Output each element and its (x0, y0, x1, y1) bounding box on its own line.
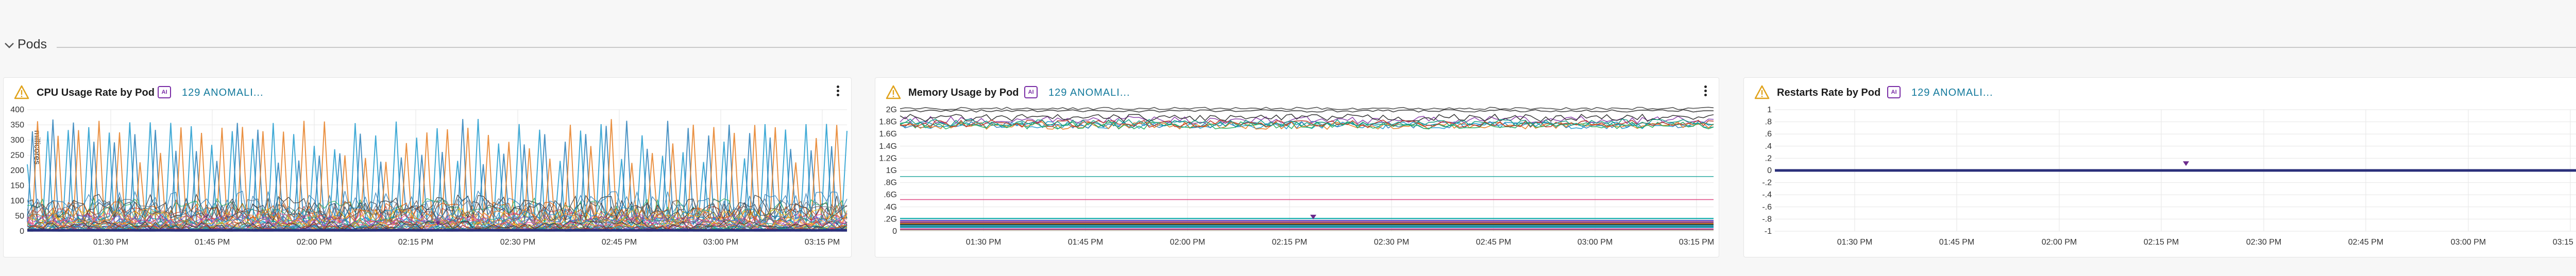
y-tick-label: .2G (884, 215, 897, 223)
panel-header: Restarts Rate by Pod AI 129 ANOMALI... (1744, 78, 2576, 108)
warning-triangle-icon[interactable] (14, 85, 29, 99)
x-tick-label: 02:15 PM (2144, 238, 2179, 247)
x-tick-label: 02:30 PM (500, 238, 535, 247)
x-tick-label: 02:15 PM (398, 238, 433, 247)
y-tick-label: -1 (1765, 227, 1772, 236)
y-tick-label: 0 (20, 227, 24, 236)
series-line (900, 107, 1714, 110)
anomalies-link[interactable]: 129 ANOMALI... (1911, 87, 1993, 98)
y-tick-label: 2G (886, 106, 897, 114)
kebab-menu-icon[interactable] (835, 84, 841, 99)
series-group (27, 118, 848, 232)
series-line (900, 119, 1714, 128)
ai-badge: AI (1024, 86, 1038, 98)
ai-badge: AI (158, 86, 171, 98)
x-tick-label: 03:00 PM (2451, 238, 2486, 247)
cpu-usage-chart[interactable]: 400 350 300 250 200 150 100 50 0 01:30 PM 01:45 PM… (4, 104, 852, 253)
y-tick-label: -.4 (1762, 191, 1772, 199)
x-tick-label: 01:30 PM (1837, 238, 1872, 247)
y-tick-label: .8G (884, 179, 897, 187)
y-tick-label: 100 (10, 197, 24, 205)
x-tick-label: 03:00 PM (703, 238, 738, 247)
y-tick-label: .6G (884, 191, 897, 199)
y-tick-label: .8 (1765, 118, 1772, 127)
x-tick-label: 01:30 PM (966, 238, 1001, 247)
panel-header: Memory Usage by Pod AI 129 ANOMALI... (875, 78, 1719, 108)
x-tick-label: 02:30 PM (2246, 238, 2281, 247)
x-tick-label: 01:45 PM (1068, 238, 1103, 247)
y-tick-label: .6 (1765, 130, 1772, 139)
y-tick-label: 1.4G (879, 142, 897, 151)
panel-title: Memory Usage by Pod (908, 87, 1019, 98)
y-tick-label: 0 (892, 227, 897, 236)
y-tick-label: -.8 (1762, 215, 1772, 223)
warning-triangle-icon[interactable] (886, 85, 901, 99)
x-tick-label: 02:45 PM (602, 238, 637, 247)
x-tick-label: 03:15 PM (1679, 238, 1714, 247)
memory-usage-chart[interactable]: 2G 1.8G 1.6G 1.4G 1.2G 1G .8G .6G .4G .2G 0 01:30 P… (875, 104, 1720, 253)
y-tick-label: 1.6G (879, 130, 897, 139)
series-line (27, 219, 848, 231)
x-tick-label: 02:15 PM (1272, 238, 1307, 247)
y-tick-label: .4 (1765, 142, 1772, 151)
series-group (900, 107, 1714, 231)
y-tick-label: 1G (886, 166, 897, 175)
section-title: Pods (18, 37, 47, 51)
ai-badge: AI (1887, 86, 1901, 98)
warning-triangle-icon[interactable] (1754, 85, 1770, 99)
section-divider (57, 47, 2576, 48)
y-tick-label: 1.8G (879, 118, 897, 127)
panel-header: CPU Usage Rate by Pod AI 129 ANOMALI... (4, 78, 851, 108)
x-tick-label: 03:15 PM (805, 238, 840, 247)
y-tick-label: 1.2G (879, 154, 897, 163)
anomaly-marker (435, 221, 440, 226)
y-tick-label: .2 (1765, 154, 1772, 163)
series-line (900, 118, 1714, 127)
y-tick-label: 350 (10, 121, 24, 130)
panel-title: Restarts Rate by Pod (1777, 87, 1881, 98)
panel-title: CPU Usage Rate by Pod (37, 87, 155, 98)
x-tick-label: 03:00 PM (1578, 238, 1613, 247)
series-line (27, 198, 848, 223)
y-tick-label: -.6 (1762, 203, 1772, 212)
anomalies-link[interactable]: 129 ANOMALI... (1048, 87, 1130, 98)
restarts-rate-chart[interactable]: 1 .8 .6 .4 .2 0 -.2 -.4 -.6 -.8 -1 01:30 PM 01:45 PM… (1744, 104, 2576, 253)
restarts-rate-panel: Restarts Rate by Pod AI 129 ANOMALI... 1… (1743, 77, 2576, 257)
x-tick-label: 02:00 PM (2042, 238, 2077, 247)
x-tick-label: 02:30 PM (1374, 238, 1409, 247)
y-tick-label: 50 (15, 212, 24, 221)
series-line (900, 113, 1714, 122)
y-tick-label: 1 (1767, 106, 1772, 114)
y-tick-label: 0 (1767, 166, 1772, 175)
series-line (900, 109, 1714, 113)
kebab-menu-icon[interactable] (1702, 84, 1708, 99)
x-tick-label: 02:45 PM (1476, 238, 1511, 247)
y-tick-label: 400 (10, 106, 24, 114)
x-tick-label: 01:45 PM (195, 238, 230, 247)
x-tick-label: 01:30 PM (93, 238, 128, 247)
y-tick-label: 200 (10, 166, 24, 175)
y-tick-label: 300 (10, 136, 24, 145)
x-tick-label: 03:15 PM (2553, 238, 2576, 247)
y-tick-label: 150 (10, 182, 24, 191)
anomaly-marker (2183, 161, 2189, 166)
pods-section-header: Pods (0, 32, 2576, 63)
x-tick-label: 01:45 PM (1939, 238, 1974, 247)
memory-usage-panel: Memory Usage by Pod AI 129 ANOMALI... 2G… (875, 77, 1719, 257)
anomaly-marker (1310, 215, 1316, 220)
cpu-usage-panel: CPU Usage Rate by Pod AI 129 ANOMALI... … (3, 77, 852, 257)
y-tick-label: -.2 (1762, 179, 1772, 187)
x-tick-label: 02:00 PM (297, 238, 332, 247)
chevron-down-icon[interactable] (3, 39, 15, 51)
y-tick-label: 250 (10, 151, 24, 160)
anomalies-link[interactable]: 129 ANOMALI... (182, 87, 264, 98)
x-tick-label: 02:00 PM (1170, 238, 1205, 247)
y-tick-label: .4G (884, 203, 897, 212)
x-tick-label: 02:45 PM (2348, 238, 2383, 247)
